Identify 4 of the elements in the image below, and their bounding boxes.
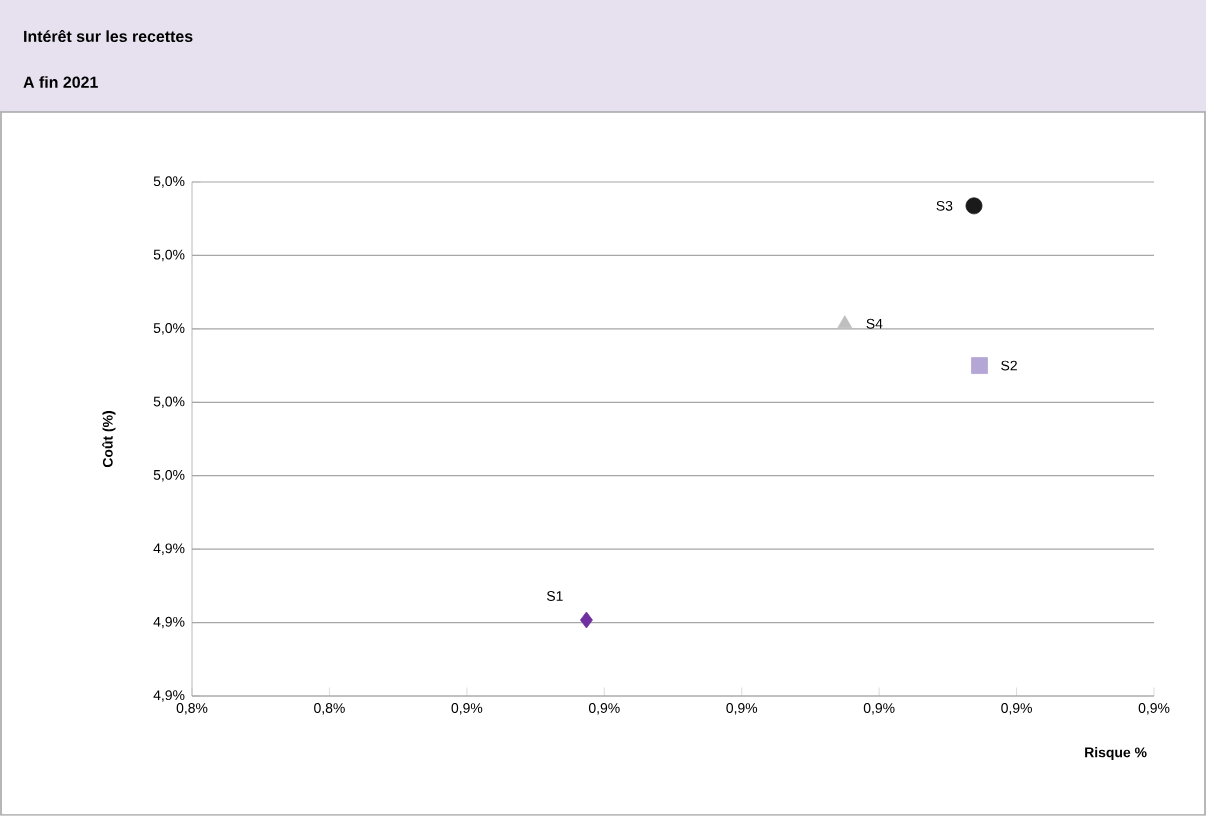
- point: [837, 315, 853, 329]
- point: [971, 357, 988, 375]
- point: [580, 611, 593, 629]
- point: [965, 197, 983, 215]
